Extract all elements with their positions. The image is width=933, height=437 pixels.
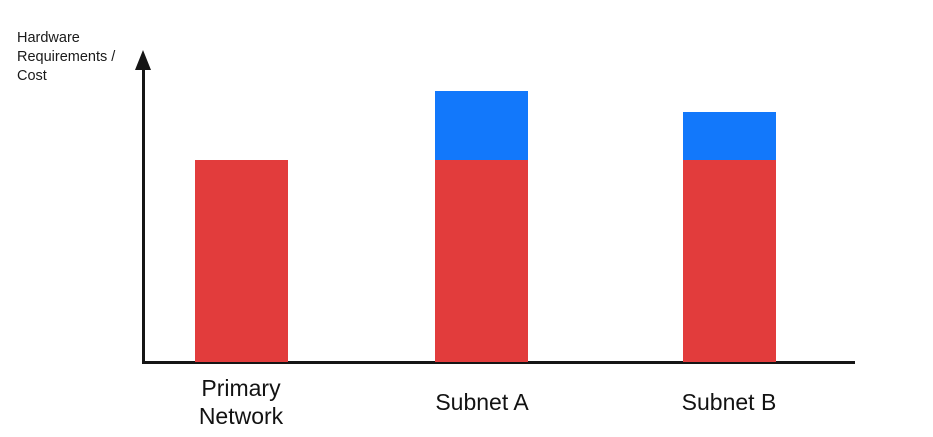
bar-subnet-a-red-segment	[434, 160, 528, 362]
bar-subnet-b-blue-segment	[682, 111, 776, 160]
x-label-primary-network: Primary Network	[198, 375, 284, 429]
y-axis-line	[142, 62, 145, 364]
y-axis-arrowhead	[135, 50, 151, 70]
x-label-subnet-b: Subnet B	[681, 389, 777, 415]
y-axis-label: Hardware Requirements / Cost	[17, 30, 116, 84]
x-label-subnet-a: Subnet A	[435, 389, 529, 415]
x-axis-line	[142, 361, 855, 364]
bar-subnet-b-red-segment	[682, 160, 776, 362]
bar-primary-network-red-segment	[194, 160, 288, 362]
bar-subnet-a-blue-segment	[434, 91, 528, 160]
